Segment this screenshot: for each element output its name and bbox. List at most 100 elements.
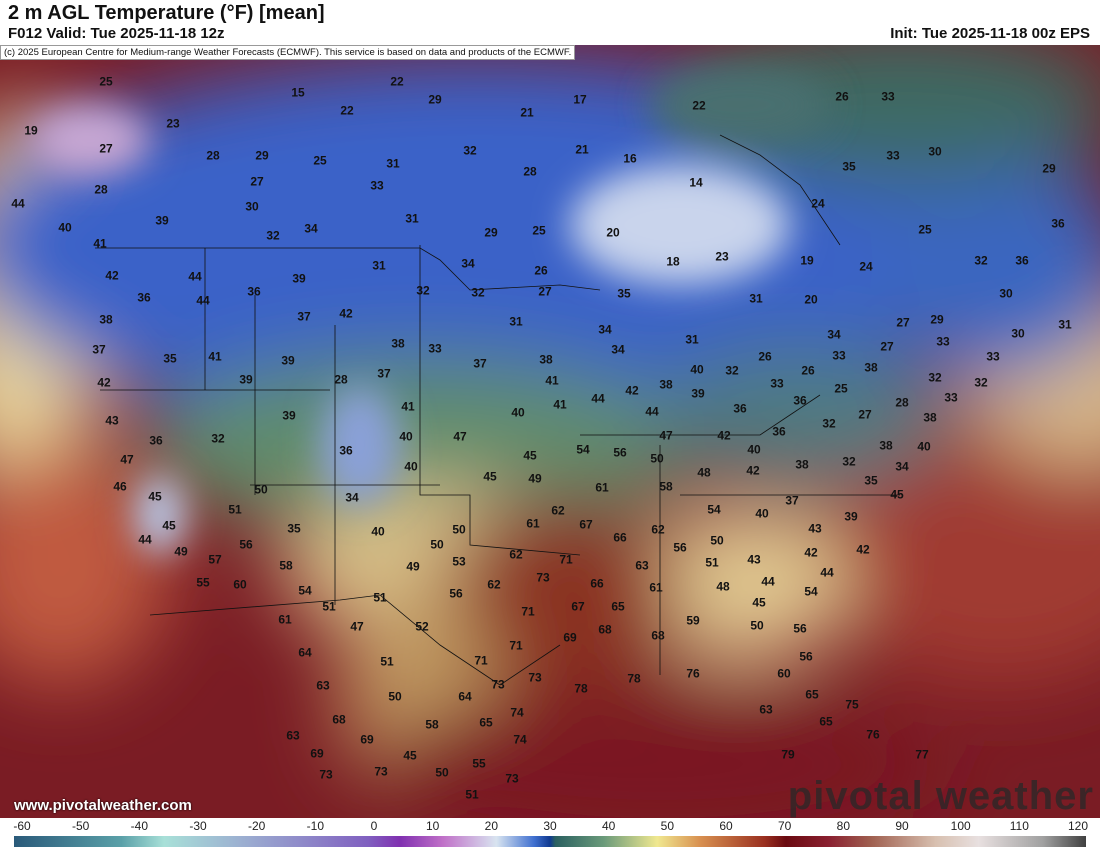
- temperature-value-label: 42: [97, 375, 111, 390]
- temperature-value-label: 30: [1011, 326, 1025, 341]
- temperature-value-label: 60: [777, 666, 791, 681]
- temperature-value-label: 32: [822, 416, 836, 431]
- temperature-value-label: 34: [598, 322, 612, 337]
- temperature-value-label: 66: [613, 530, 627, 545]
- temperature-value-label: 31: [509, 314, 523, 329]
- temperature-value-label: 39: [691, 386, 705, 401]
- temperature-value-label: 23: [715, 249, 729, 264]
- temperature-value-label: 48: [697, 465, 711, 480]
- temperature-value-label: 54: [707, 502, 721, 517]
- temperature-value-label: 50: [650, 451, 664, 466]
- temperature-value-label: 29: [484, 225, 498, 240]
- temperature-value-label: 34: [304, 221, 318, 236]
- temperature-value-label: 71: [521, 604, 535, 619]
- temperature-value-label: 22: [340, 103, 354, 118]
- temperature-value-label: 39: [292, 271, 306, 286]
- temperature-value-label: 63: [286, 728, 300, 743]
- temperature-value-label: 34: [827, 327, 841, 342]
- temperature-value-label: 78: [627, 671, 641, 686]
- temperature-value-label: 38: [864, 360, 878, 375]
- temperature-value-label: 31: [685, 332, 699, 347]
- temperature-value-label: 65: [805, 687, 819, 702]
- copyright-notice: (c) 2025 European Centre for Medium-rang…: [0, 45, 576, 60]
- colorbar-tick-label: 90: [895, 819, 909, 833]
- temperature-value-label: 24: [859, 259, 873, 274]
- temperature-value-label: 29: [255, 148, 269, 163]
- temperature-value-label: 36: [1015, 253, 1029, 268]
- temperature-value-label: 35: [287, 521, 301, 536]
- colorbar-tick-label: 120: [1067, 819, 1089, 833]
- temperature-value-label: 38: [795, 457, 809, 472]
- temperature-value-label: 54: [804, 584, 818, 599]
- temperature-value-label: 49: [528, 471, 542, 486]
- temperature-value-label: 37: [297, 309, 311, 324]
- temperature-value-label: 27: [880, 339, 894, 354]
- temperature-value-label: 61: [595, 480, 609, 495]
- temperature-value-label: 56: [613, 445, 627, 460]
- temperature-value-label: 50: [430, 537, 444, 552]
- temperature-value-label: 42: [625, 383, 639, 398]
- temperature-value-label: 33: [370, 178, 384, 193]
- temperature-value-label: 15: [291, 85, 305, 100]
- temperature-value-label: 74: [510, 705, 524, 720]
- temperature-value-label: 32: [471, 285, 485, 300]
- temperature-value-label: 33: [832, 348, 846, 363]
- temperature-value-label: 34: [345, 490, 359, 505]
- temperature-value-label: 75: [845, 697, 859, 712]
- temperature-value-label: 23: [166, 116, 180, 131]
- temperature-value-label: 28: [895, 395, 909, 410]
- temperature-value-label: 33: [881, 89, 895, 104]
- colorbar-tick-label: 30: [543, 819, 557, 833]
- temperature-value-label: 44: [11, 196, 25, 211]
- temperature-value-label: 40: [511, 405, 525, 420]
- temperature-value-label: 42: [105, 268, 119, 283]
- temperature-value-label: 56: [799, 649, 813, 664]
- temperature-value-label: 40: [58, 220, 72, 235]
- temperature-value-label: 41: [93, 236, 107, 251]
- temperature-value-label: 30: [999, 286, 1013, 301]
- temperature-value-label: 68: [651, 628, 665, 643]
- temperature-value-label: 51: [380, 654, 394, 669]
- colorbar-tick-label: 110: [1009, 819, 1029, 833]
- temperature-value-label: 56: [673, 540, 687, 555]
- temperature-value-label: 33: [886, 148, 900, 163]
- temperature-value-label: 49: [406, 559, 420, 574]
- colorbar-tick-label: -10: [306, 819, 324, 833]
- temperature-value-label: 65: [479, 715, 493, 730]
- temperature-value-label: 40: [399, 429, 413, 444]
- temperature-value-label: 45: [890, 487, 904, 502]
- website-link[interactable]: www.pivotalweather.com: [14, 797, 192, 814]
- temperature-value-label: 63: [316, 678, 330, 693]
- temperature-value-label: 28: [334, 372, 348, 387]
- temperature-value-label: 31: [386, 156, 400, 171]
- temperature-value-label: 45: [523, 448, 537, 463]
- temperature-value-label: 37: [473, 356, 487, 371]
- temperature-value-label: 55: [472, 756, 486, 771]
- temperature-value-label: 40: [755, 506, 769, 521]
- temperature-value-label: 31: [749, 291, 763, 306]
- temperature-value-label: 68: [598, 622, 612, 637]
- temperature-field: [0, 45, 1100, 818]
- temperature-value-label: 27: [99, 141, 113, 156]
- temperature-value-label: 65: [611, 599, 625, 614]
- temperature-value-label: 57: [208, 552, 222, 567]
- temperature-value-label: 69: [360, 732, 374, 747]
- temperature-value-label: 76: [686, 666, 700, 681]
- temperature-value-label: 38: [99, 312, 113, 327]
- temperature-value-label: 35: [842, 159, 856, 174]
- temperature-value-label: 27: [896, 315, 910, 330]
- temperature-value-label: 51: [228, 502, 242, 517]
- temperature-value-label: 45: [752, 595, 766, 610]
- temperature-value-label: 62: [651, 522, 665, 537]
- colorbar-tick-label: 70: [777, 819, 792, 833]
- temperature-value-label: 58: [659, 479, 673, 494]
- temperature-value-label: 20: [804, 292, 818, 307]
- temperature-value-label: 67: [579, 517, 593, 532]
- temperature-value-label: 58: [279, 558, 293, 573]
- temperature-value-label: 43: [747, 552, 761, 567]
- temperature-value-label: 40: [371, 524, 385, 539]
- temperature-value-label: 42: [339, 306, 353, 321]
- colorbar-tick-label: -30: [189, 819, 207, 833]
- temperature-value-label: 71: [474, 653, 488, 668]
- colorbar-tick-label: 50: [660, 819, 675, 833]
